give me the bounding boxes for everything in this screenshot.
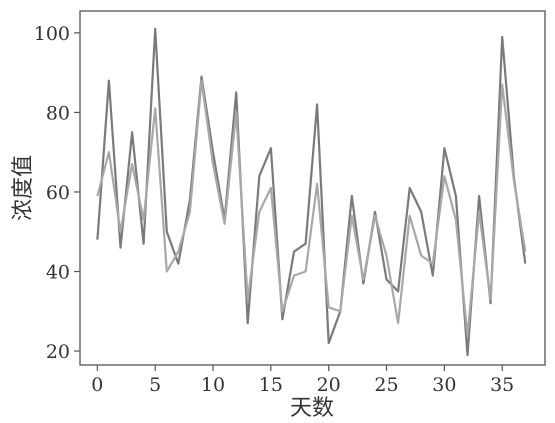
x-tick-label: 0 — [91, 374, 103, 396]
y-tick-label: 40 — [46, 262, 70, 284]
x-tick-label: 10 — [201, 374, 225, 396]
y-tick-label: 20 — [46, 341, 70, 363]
series-layer — [96, 27, 527, 357]
x-axis-title: 天数 — [290, 396, 334, 421]
x-tick-label: 20 — [317, 374, 341, 396]
series-line-1 — [96, 27, 527, 357]
x-tick-label: 5 — [149, 374, 161, 396]
series-line-2 — [96, 79, 527, 337]
y-tick-label: 100 — [34, 23, 70, 45]
plot-frame — [79, 10, 546, 366]
x-tick-label: 35 — [490, 374, 514, 396]
x-axis-ticks: 0 5 10 15 20 25 30 35 — [91, 365, 514, 396]
x-tick-label: 25 — [374, 374, 398, 396]
y-axis-title: 浓度值 — [11, 155, 36, 221]
y-tick-label: 80 — [46, 102, 70, 124]
x-tick-label: 30 — [432, 374, 456, 396]
x-tick-label: 15 — [259, 374, 283, 396]
y-tick-label: 60 — [46, 182, 70, 204]
y-axis-ticks: 20 40 60 80 100 — [34, 23, 80, 363]
